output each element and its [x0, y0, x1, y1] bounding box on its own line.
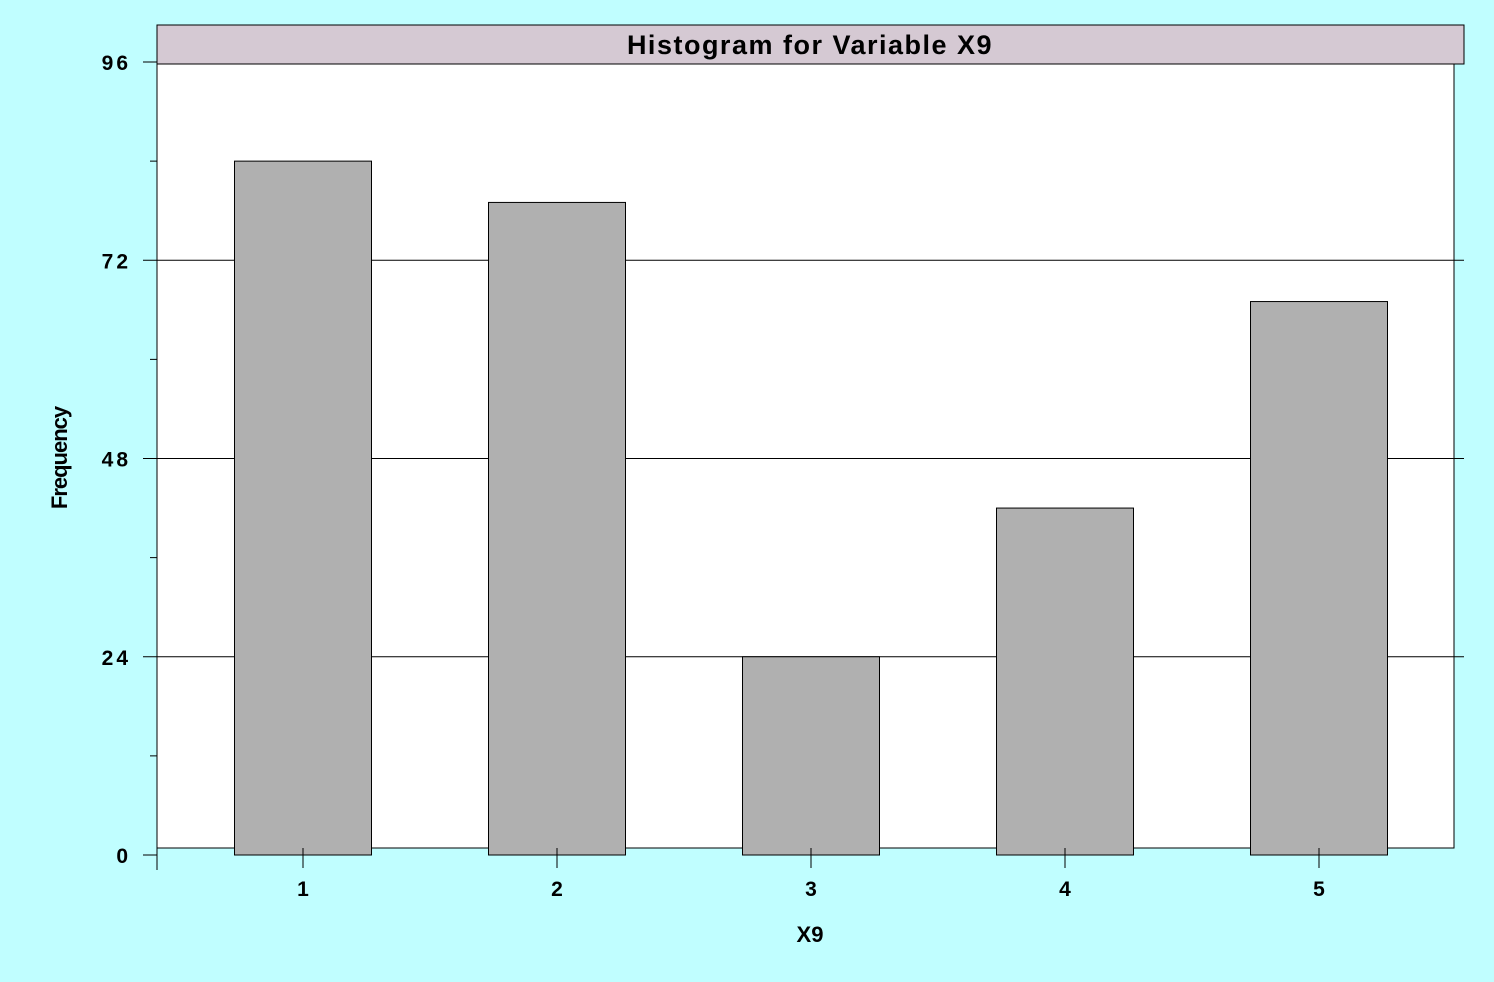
bars [234, 160, 1388, 856]
bar [742, 656, 880, 856]
bar [996, 507, 1134, 856]
bar [234, 160, 372, 856]
x-axis-label: X9 [797, 922, 824, 947]
x-tick-label: 1 [297, 878, 309, 901]
chart-title: Histogram for Variable X9 [627, 30, 993, 60]
bar [1250, 301, 1388, 856]
x-tick-label: 2 [551, 878, 563, 901]
x-tick-label: 3 [805, 878, 817, 901]
title-bar [156, 24, 1465, 65]
y-axis-label: Frequency [47, 405, 72, 509]
bar [488, 201, 626, 856]
y-tick-label: 24 [102, 647, 131, 670]
x-tick-label: 5 [1313, 878, 1325, 901]
y-tick-label: 48 [102, 449, 131, 472]
axes: 0 24 48 72 96 1 2 3 4 5 [102, 25, 1325, 901]
y-tick-label: 96 [102, 52, 131, 75]
y-tick-label: 72 [102, 250, 131, 273]
y-tick-label: 0 [116, 845, 131, 868]
x-tick-label: 4 [1059, 878, 1071, 901]
